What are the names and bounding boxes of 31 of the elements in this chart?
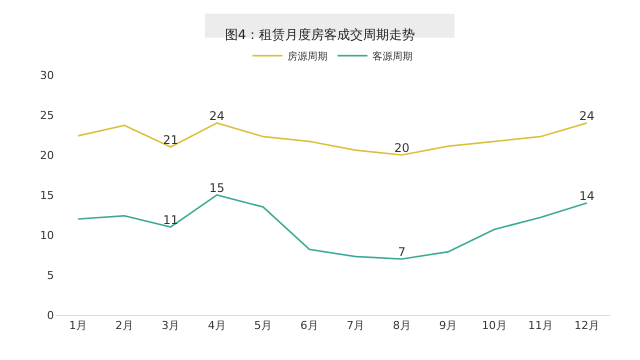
line-series xyxy=(77,122,588,156)
data-label: 24 xyxy=(579,109,595,123)
legend-label: 房源周期 xyxy=(288,50,328,63)
y-tick-label: 15 xyxy=(40,188,54,202)
y-tick-label: 0 xyxy=(47,308,54,322)
x-tick-label: 3月 xyxy=(162,319,180,332)
y-tick-label: 5 xyxy=(47,268,54,282)
legend-label: 客源周期 xyxy=(372,50,412,63)
x-tick-label: 10月 xyxy=(482,319,507,332)
data-label: 21 xyxy=(162,133,178,147)
data-label: 14 xyxy=(579,189,595,203)
data-label: 7 xyxy=(398,245,406,259)
data-label: 11 xyxy=(162,213,178,227)
y-tick-label: 30 xyxy=(40,68,54,82)
x-tick-label: 7月 xyxy=(346,319,365,332)
y-tick-label: 10 xyxy=(40,228,54,242)
x-tick-label: 2月 xyxy=(115,319,134,332)
chart-title: 图4：租赁月度房客成交周期走势 xyxy=(224,26,416,43)
x-tick-label: 4月 xyxy=(208,319,226,332)
x-tick-label: 11月 xyxy=(528,319,554,332)
x-tick-label: 5月 xyxy=(254,319,272,332)
x-tick-label: 1月 xyxy=(69,319,88,332)
x-tick-label: 6月 xyxy=(300,319,318,332)
x-tick-label: 12月 xyxy=(574,319,600,332)
y-tick-label: 25 xyxy=(40,108,54,122)
data-label: 20 xyxy=(394,141,410,155)
x-tick-label: 8月 xyxy=(392,319,411,332)
x-tick-label: 9月 xyxy=(439,319,458,332)
y-tick-label: 20 xyxy=(40,148,54,162)
data-label: 24 xyxy=(209,109,225,123)
data-label: 15 xyxy=(209,181,225,195)
